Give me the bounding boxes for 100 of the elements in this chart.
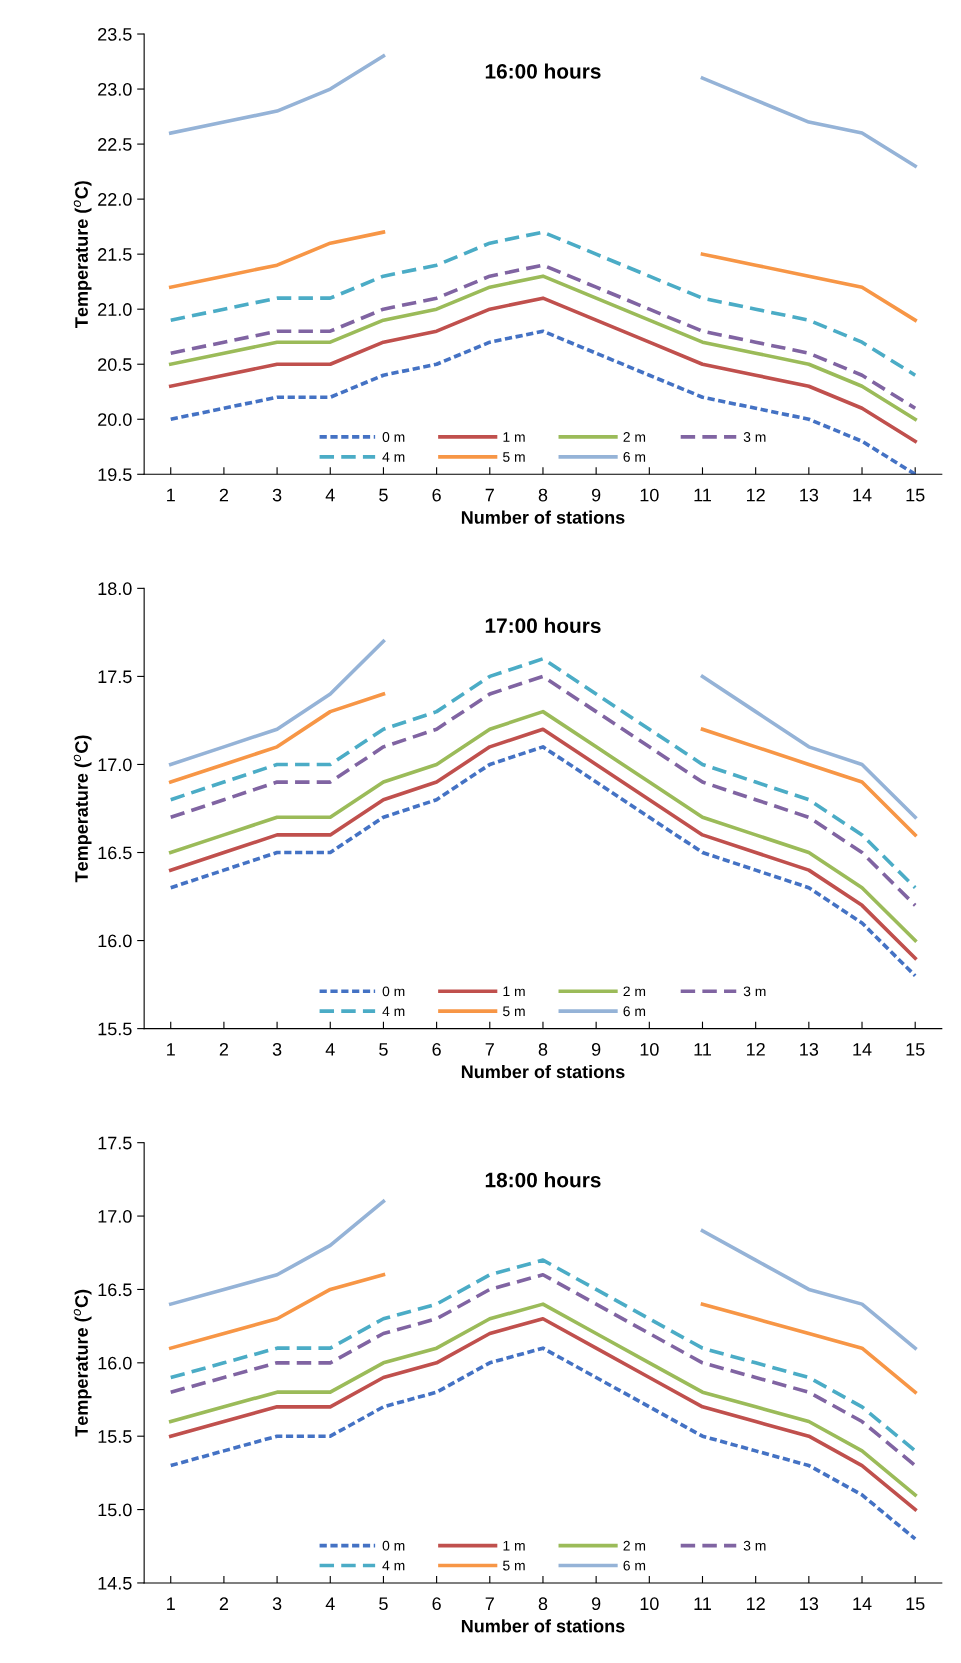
x-tick-label: 8 xyxy=(538,488,548,502)
legend-label: 2 m xyxy=(623,432,646,442)
y-tick-label: 16.0 xyxy=(98,934,132,948)
legend-label: 6 m xyxy=(623,451,646,462)
x-tick-label: 13 xyxy=(800,488,819,502)
y-tick-label: 15.5 xyxy=(98,1022,132,1036)
y-tick-label: 16.5 xyxy=(98,846,132,860)
x-tick-label: 15 xyxy=(906,1597,925,1611)
x-tick-label: 15 xyxy=(906,488,925,502)
x-tick-label: 6 xyxy=(432,1597,441,1611)
x-tick-label: 15 xyxy=(906,1043,925,1056)
legend-label: 0 m xyxy=(382,1540,405,1551)
x-tick-label: 3 xyxy=(272,488,282,502)
legend-label: 1 m xyxy=(503,986,525,997)
x-tick-label: 4 xyxy=(325,1043,335,1056)
legend-label: 5 m xyxy=(503,1006,525,1017)
line-series xyxy=(168,1346,917,1541)
x-tick-label: 9 xyxy=(591,1597,601,1611)
text: 18:00 hours xyxy=(485,1172,601,1188)
legend-label: 4 m xyxy=(382,1006,405,1017)
x-tick-label: 11 xyxy=(694,488,711,502)
x-tick-label: 1 xyxy=(167,1043,175,1056)
y-tick-label: 17.5 xyxy=(98,1136,132,1150)
line-series xyxy=(168,329,917,475)
x-tick-label: 11 xyxy=(694,1043,711,1056)
x-tick-label: 14 xyxy=(853,1043,872,1056)
x-tick-label: 10 xyxy=(640,1042,659,1056)
y-tick-label: 14.5 xyxy=(98,1577,132,1590)
x-tick-label: 5 xyxy=(379,488,388,502)
x-tick-label: 3 xyxy=(272,1597,282,1611)
legend-label: 3 m xyxy=(743,432,766,442)
x-tick-label: 8 xyxy=(538,1042,548,1056)
x-tick-label: 1 xyxy=(167,1597,175,1610)
x-tick-label: 13 xyxy=(800,1042,819,1056)
x-tick-label: 2 xyxy=(219,1042,229,1056)
x-axis-title: Number of stations xyxy=(461,1064,625,1079)
legend-label: 2 m xyxy=(623,986,646,997)
y-tick-label: 17.5 xyxy=(98,670,132,684)
x-tick-label: 9 xyxy=(591,1042,601,1056)
x-tick-label: 7 xyxy=(485,1043,494,1056)
y-tick-label: 16.0 xyxy=(98,1356,132,1370)
legend-label: 3 m xyxy=(743,986,766,997)
y-tick-label: 15.0 xyxy=(98,1503,132,1517)
x-tick-label: 6 xyxy=(432,488,441,502)
legend-label: 2 m xyxy=(623,1540,646,1551)
y-tick-label: 20.5 xyxy=(98,358,132,371)
x-tick-label: 7 xyxy=(485,488,494,502)
x-tick-label: 8 xyxy=(538,1597,548,1611)
x-axis-title: Number of stations xyxy=(461,1619,625,1633)
y-axis-title: Temperature ($^{o}$C) xyxy=(73,735,92,883)
legend-label: 6 m xyxy=(623,1560,646,1571)
legend-label: 6 m xyxy=(623,1006,646,1017)
x-tick-label: 5 xyxy=(379,1043,388,1056)
x-tick-label: 10 xyxy=(640,488,659,502)
x-tick-label: 9 xyxy=(591,488,601,502)
legend-label: 5 m xyxy=(503,452,525,462)
legend-label: 1 m xyxy=(503,432,525,442)
legend-label: 0 m xyxy=(382,432,405,442)
x-tick-label: 11 xyxy=(694,1597,711,1610)
y-tick-label: 21.5 xyxy=(98,248,132,261)
x-tick-label: 4 xyxy=(325,1597,335,1610)
text: 17:00 hours xyxy=(485,617,601,634)
y-tick-label: 23.0 xyxy=(98,82,132,96)
x-tick-label: 12 xyxy=(747,488,765,502)
x-tick-label: 10 xyxy=(640,1597,659,1611)
x-tick-label: 1 xyxy=(167,488,175,502)
legend-label: 1 m xyxy=(503,1540,525,1551)
y-axis-title: Temperature ($^{o}$C) xyxy=(73,1289,92,1437)
legend-label: 4 m xyxy=(382,452,405,462)
x-tick-label: 2 xyxy=(219,1597,229,1610)
y-tick-label: 20.0 xyxy=(98,413,132,426)
y-tick-label: 16.5 xyxy=(98,1283,132,1297)
x-tick-label: 2 xyxy=(219,488,229,502)
legend-label: 4 m xyxy=(382,1560,405,1571)
y-tick-label: 17.0 xyxy=(98,1210,132,1223)
x-tick-label: 4 xyxy=(325,488,335,502)
y-tick-label: 18.0 xyxy=(98,582,132,596)
y-tick-label: 21.0 xyxy=(98,303,132,316)
text: 16:00 hours xyxy=(485,63,601,79)
y-tick-label: 22.0 xyxy=(98,193,132,206)
x-axis-title: Number of stations xyxy=(461,510,625,524)
line-series xyxy=(168,230,917,378)
y-tick-label: 19.5 xyxy=(98,468,132,482)
legend-label: 0 m xyxy=(382,986,405,997)
x-tick-label: 14 xyxy=(853,1597,872,1610)
y-axis-title: Temperature ($^{o}$C) xyxy=(73,181,92,328)
x-tick-label: 14 xyxy=(853,488,872,502)
x-tick-label: 7 xyxy=(485,1597,494,1610)
y-tick-label: 22.5 xyxy=(98,138,132,151)
y-tick-label: 17.0 xyxy=(98,758,132,772)
x-tick-label: 12 xyxy=(747,1597,765,1610)
x-tick-label: 13 xyxy=(800,1597,819,1611)
line-series xyxy=(168,296,917,444)
x-tick-label: 6 xyxy=(432,1042,441,1056)
legend-label: 5 m xyxy=(503,1560,525,1571)
x-tick-label: 3 xyxy=(272,1042,282,1056)
y-tick-label: 23.5 xyxy=(98,27,132,41)
legend-label: 3 m xyxy=(743,1540,766,1551)
x-tick-label: 12 xyxy=(747,1042,765,1056)
y-tick-label: 15.5 xyxy=(98,1430,132,1443)
